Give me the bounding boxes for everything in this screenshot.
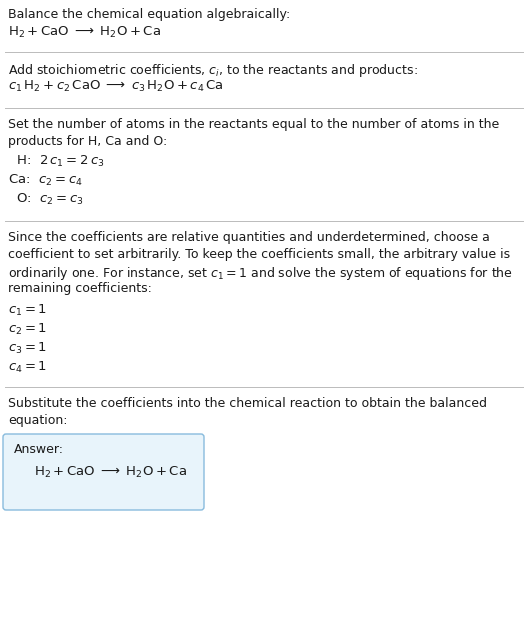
Text: ordinarily one. For instance, set $c_1 = 1$ and solve the system of equations fo: ordinarily one. For instance, set $c_1 =… <box>8 265 513 282</box>
Text: Answer:: Answer: <box>14 443 64 456</box>
Text: coefficient to set arbitrarily. To keep the coefficients small, the arbitrary va: coefficient to set arbitrarily. To keep … <box>8 248 510 261</box>
Text: Add stoichiometric coefficients, $c_i$, to the reactants and products:: Add stoichiometric coefficients, $c_i$, … <box>8 62 418 79</box>
Text: $c_1\,\mathrm{H_2} + c_2\,\mathrm{CaO} \;\longrightarrow\; c_3\,\mathrm{H_2O} + : $c_1\,\mathrm{H_2} + c_2\,\mathrm{CaO} \… <box>8 79 224 94</box>
Text: Since the coefficients are relative quantities and underdetermined, choose a: Since the coefficients are relative quan… <box>8 231 490 244</box>
Text: $\mathrm{H_2 + CaO \;\longrightarrow\; H_2O + Ca}$: $\mathrm{H_2 + CaO \;\longrightarrow\; H… <box>8 25 161 40</box>
Text: H:  $2\,c_1 = 2\,c_3$: H: $2\,c_1 = 2\,c_3$ <box>12 154 105 169</box>
Text: Substitute the coefficients into the chemical reaction to obtain the balanced: Substitute the coefficients into the che… <box>8 397 487 410</box>
Text: $c_1 = 1$: $c_1 = 1$ <box>8 303 47 318</box>
Text: remaining coefficients:: remaining coefficients: <box>8 282 152 295</box>
Text: Balance the chemical equation algebraically:: Balance the chemical equation algebraica… <box>8 8 290 21</box>
Text: $c_3 = 1$: $c_3 = 1$ <box>8 341 47 356</box>
FancyBboxPatch shape <box>3 434 204 510</box>
Text: $\mathrm{H_2 + CaO \;\longrightarrow\; H_2O + Ca}$: $\mathrm{H_2 + CaO \;\longrightarrow\; H… <box>34 465 187 480</box>
Text: Ca:  $c_2 = c_4$: Ca: $c_2 = c_4$ <box>8 173 83 188</box>
Text: $c_2 = 1$: $c_2 = 1$ <box>8 322 47 337</box>
Text: $c_4 = 1$: $c_4 = 1$ <box>8 360 47 375</box>
Text: Set the number of atoms in the reactants equal to the number of atoms in the: Set the number of atoms in the reactants… <box>8 118 499 131</box>
Text: products for H, Ca and O:: products for H, Ca and O: <box>8 135 167 148</box>
Text: O:  $c_2 = c_3$: O: $c_2 = c_3$ <box>12 192 84 207</box>
Text: equation:: equation: <box>8 414 68 427</box>
